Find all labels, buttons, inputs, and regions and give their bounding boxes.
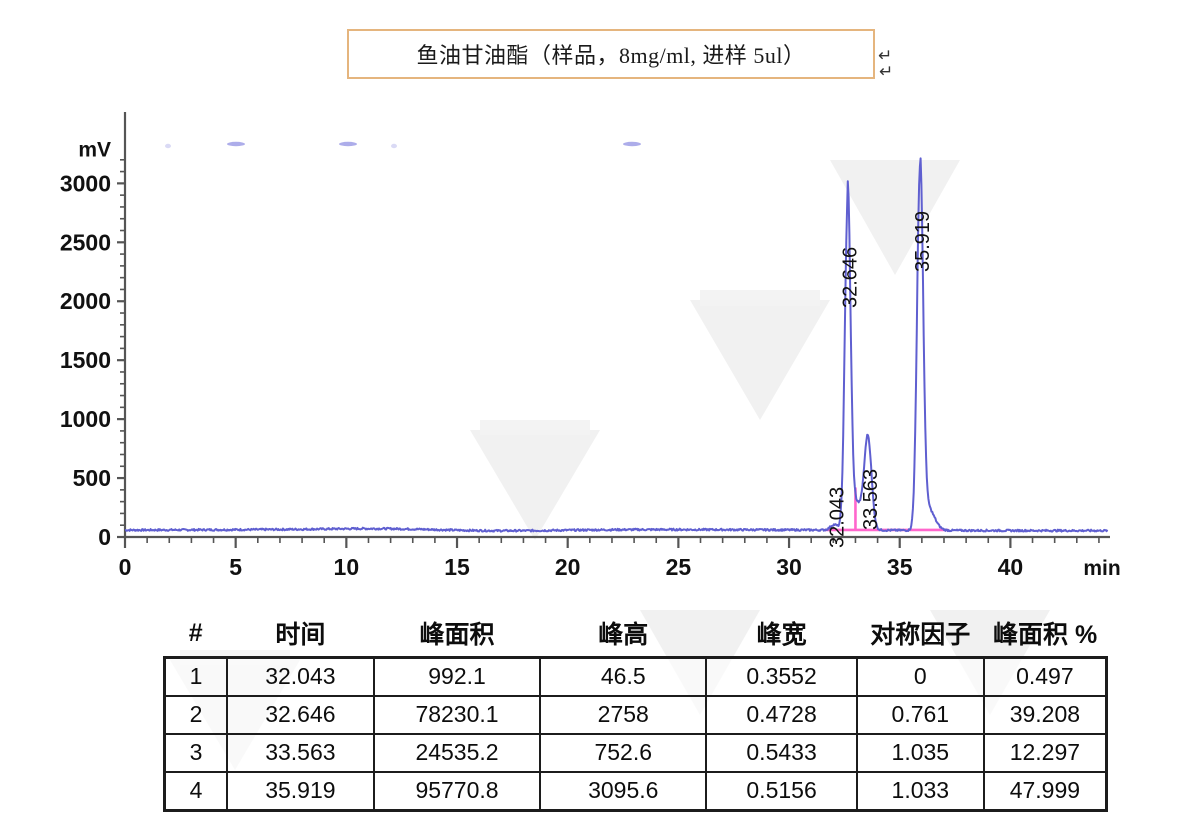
chart-artifact xyxy=(227,141,245,147)
y-axis-unit-label: mV xyxy=(78,138,111,161)
cell-time: 32.043 xyxy=(225,656,375,697)
cell-peak-width: 0.5156 xyxy=(705,771,858,812)
x-tick-label: 0 xyxy=(119,554,132,580)
page-title: 鱼油甘油酯（样品，8mg/ml, 进样 5ul） xyxy=(416,43,806,68)
x-tick-label: 20 xyxy=(555,554,581,580)
x-tick-label: 35 xyxy=(887,554,913,580)
cell-peak-height: 752.6 xyxy=(539,733,708,773)
paragraph-mark-icon-secondary: ↵ xyxy=(879,62,894,81)
table-row: 4 35.919 95770.8 3095.6 0.5156 1.033 47.999 xyxy=(162,771,1108,812)
header-symmetry-factor: 对称因子 xyxy=(870,621,971,649)
cell-peak-area: 78230.1 xyxy=(372,695,542,735)
cell-time: 33.563 xyxy=(225,733,375,773)
cell-peak-height: 2758 xyxy=(539,695,708,735)
chart-artifact xyxy=(391,143,397,149)
y-tick-label: 3000 xyxy=(60,170,111,196)
x-tick-label: 40 xyxy=(998,554,1024,580)
cell-symmetry: 0.761 xyxy=(855,695,985,735)
cell-peak-height: 3095.6 xyxy=(539,771,708,812)
cell-peak-width: 0.3552 xyxy=(705,656,858,697)
cell-symmetry: 0 xyxy=(855,656,985,697)
cell-time: 32.646 xyxy=(225,695,375,735)
header-index: # xyxy=(188,618,203,647)
cell-time: 35.919 xyxy=(225,771,375,812)
chromatogram-trace xyxy=(124,157,1109,533)
cell-index: 1 xyxy=(162,656,228,697)
chart-artifact xyxy=(623,141,641,147)
y-tick-label: 2000 xyxy=(60,288,111,314)
header-peak-width: 峰宽 xyxy=(756,621,807,649)
table-body: 1 32.043 992.1 46.5 0.3552 0 0.497 2 32.646 78230… xyxy=(162,656,1108,812)
x-tick-label: 5 xyxy=(229,554,242,580)
cell-area-percent: 12.297 xyxy=(982,733,1108,773)
cell-symmetry: 1.035 xyxy=(855,733,985,773)
x-tick-label: 15 xyxy=(444,554,470,580)
cell-area-percent: 39.208 xyxy=(982,695,1108,735)
cell-peak-area: 992.1 xyxy=(372,656,542,697)
table-row: 2 32.646 78230.1 2758 0.4728 0.761 39.208 xyxy=(162,695,1108,735)
header-time: 时间 xyxy=(275,621,326,649)
y-tick-label: 1500 xyxy=(60,347,111,373)
table-row: 1 32.043 992.1 46.5 0.3552 0 0.497 xyxy=(162,656,1108,697)
paragraph-mark-icon: ↵ xyxy=(878,46,893,65)
cell-peak-width: 0.4728 xyxy=(705,695,858,735)
peak-label: 33.563 xyxy=(860,469,882,530)
chromatogram-chart: 0 500 1000 1500 2000 2500 3000 mV 0 5 10 15 20 25 30 35… xyxy=(0,100,1196,600)
y-tick-label: 2500 xyxy=(60,229,111,255)
cell-peak-area: 24535.2 xyxy=(372,733,542,773)
chromatogram-svg: 0 500 1000 1500 2000 2500 3000 mV 0 5 10 15 20 25 30 35… xyxy=(60,112,1121,580)
cell-peak-width: 0.5433 xyxy=(705,733,858,773)
peak-label: 32.646 xyxy=(840,247,862,308)
document-title-box: 鱼油甘油酯（样品，8mg/ml, 进样 5ul） xyxy=(347,29,875,79)
cell-peak-height: 46.5 xyxy=(539,656,708,697)
header-area-percent: 峰面积 % xyxy=(993,621,1098,649)
x-tick-label: 25 xyxy=(666,554,692,580)
cell-index: 3 xyxy=(162,733,228,773)
peak-label: 35.919 xyxy=(912,211,934,272)
cell-symmetry: 1.033 xyxy=(855,771,985,812)
cell-area-percent: 0.497 xyxy=(982,656,1108,697)
x-tick-label: 30 xyxy=(776,554,802,580)
cell-area-percent: 47.999 xyxy=(982,771,1108,812)
chart-artifact xyxy=(339,141,357,147)
peak-label: 32.043 xyxy=(826,487,848,548)
y-tick-label: 1000 xyxy=(60,406,111,432)
peak-results-table: # 时间 峰面积 峰高 峰宽 对称因子 峰面积 % 1 32.043 992.1 46… xyxy=(162,614,1108,812)
y-tick-label: 500 xyxy=(73,465,111,491)
y-tick-label: 0 xyxy=(98,524,111,550)
cell-index: 4 xyxy=(162,771,228,812)
table-row: 3 33.563 24535.2 752.6 0.5433 1.035 12.297 xyxy=(162,733,1108,773)
table-header-row: # 时间 峰面积 峰高 峰宽 对称因子 峰面积 % xyxy=(165,614,1107,658)
x-tick-label: 10 xyxy=(334,554,360,580)
cell-index: 2 xyxy=(162,695,228,735)
chart-artifact xyxy=(165,143,171,149)
header-peak-height: 峰高 xyxy=(598,621,649,649)
x-axis-unit-label: min xyxy=(1083,557,1120,580)
header-peak-area: 峰面积 xyxy=(419,621,495,649)
cell-peak-area: 95770.8 xyxy=(372,771,542,812)
